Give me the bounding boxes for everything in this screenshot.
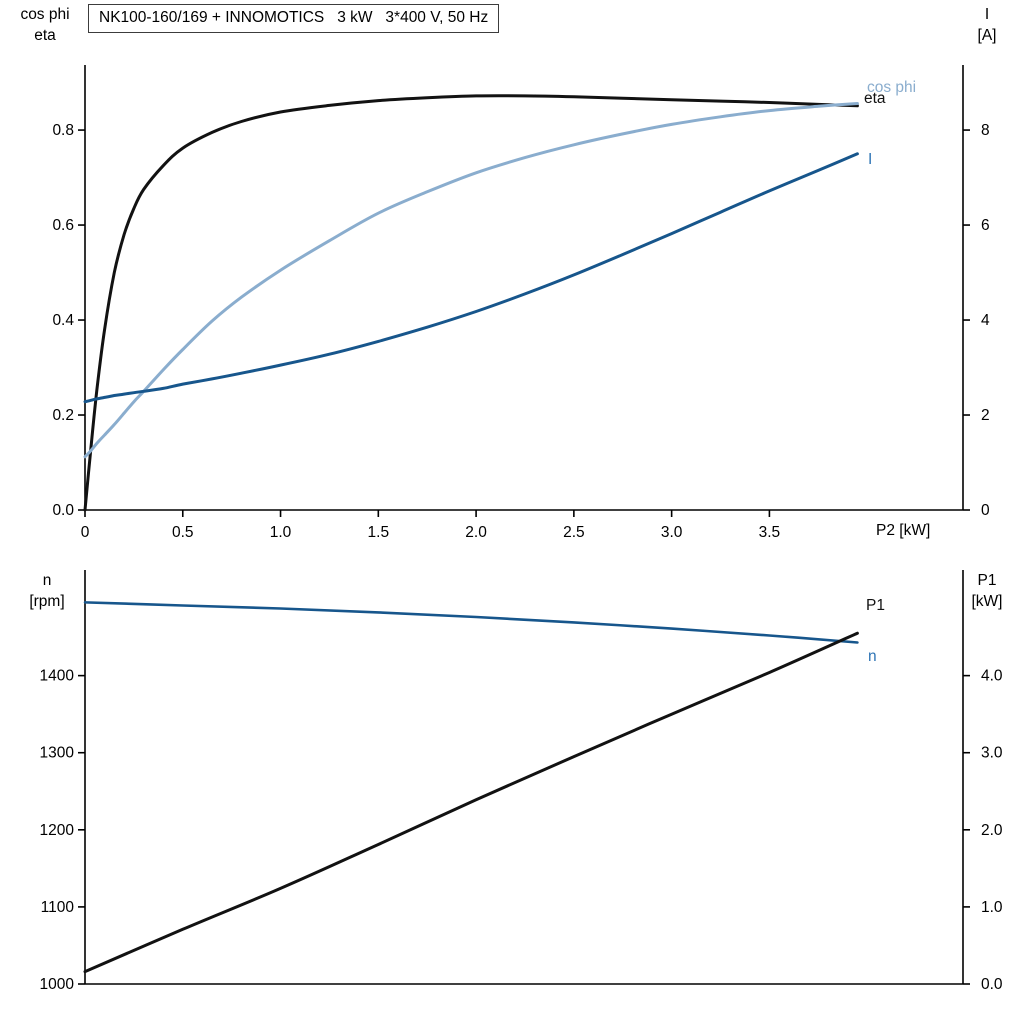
x-tick-label: 2.0 [465,524,487,541]
x-tick-label: 2.5 [563,524,585,541]
y-left-tick-label: 1000 [40,976,75,993]
y-right-tick-label: 0.0 [981,976,1003,993]
y-left-tick-label: 0.4 [52,312,74,329]
y-left-tick-label: 1200 [40,822,75,839]
y-right-tick-label: 4.0 [981,668,1003,685]
y-right-tick-label: 2.0 [981,822,1003,839]
curve-n [83,601,859,644]
top-left-axis-title: cos phi eta [2,4,88,46]
curve-label-p1: P1 [866,597,885,614]
y-left-tick-label: 0.8 [52,122,74,139]
y-left-tick-label: 1300 [40,745,75,762]
x-tick-label: 0 [81,524,90,541]
y-left-tick-label: 1100 [41,899,75,916]
curve-label-current: I [868,151,873,168]
bottom-right-axis-title-line1: P1 [977,572,997,589]
top-right-axis-title: I [A] [958,4,1016,46]
bottom-left-axis-title: n [rpm] [8,570,86,612]
y-right-tick-label: 1.0 [981,899,1003,916]
y-right-tick-label: 6 [981,217,990,234]
y-right-tick-label: 0 [981,502,990,519]
chart-title: NK100-160/169 + INNOMOTICS 3 kW 3*400 V,… [88,4,500,33]
y-left-tick-label: 0.0 [52,502,74,519]
x-tick-label: 3.5 [759,524,781,541]
bottom-left-axis-title-line1: n [42,572,52,589]
y-right-tick-label: 8 [981,122,990,139]
bottom-right-axis-title-line2: [kW] [971,593,1003,610]
x-tick-label: 0.5 [172,524,194,541]
y-left-tick-label: 0.2 [52,407,74,424]
curve-eta [83,94,859,512]
top-left-axis-title-line1: cos phi [20,6,70,23]
curve-P1 [83,631,859,974]
x-tick-label: 1.5 [368,524,390,541]
curve-label-speed: n [868,648,877,665]
bottom-right-axis-title: P1 [kW] [958,570,1016,612]
bottom-left-axis-title-line2: [rpm] [29,593,65,610]
curve-I [83,152,859,404]
curve-label-eta: eta [864,90,886,107]
y-right-tick-label: 2 [981,407,990,424]
y-right-tick-label: 4 [981,312,990,329]
curve-cos-phi [83,102,859,459]
y-right-tick-label: 3.0 [981,745,1003,762]
top-left-axis-title-line2: eta [34,27,56,44]
x-tick-label: 1.0 [270,524,292,541]
y-left-tick-label: 0.6 [52,217,74,234]
x-axis-label: P2 [kW] [876,522,931,539]
top-right-axis-title-line1: I [984,6,990,23]
top-right-axis-title-line2: [A] [977,27,997,44]
curve-label-cos-phi: cos phi [867,79,917,96]
x-tick-label: 3.0 [661,524,683,541]
y-left-tick-label: 1400 [40,668,75,685]
